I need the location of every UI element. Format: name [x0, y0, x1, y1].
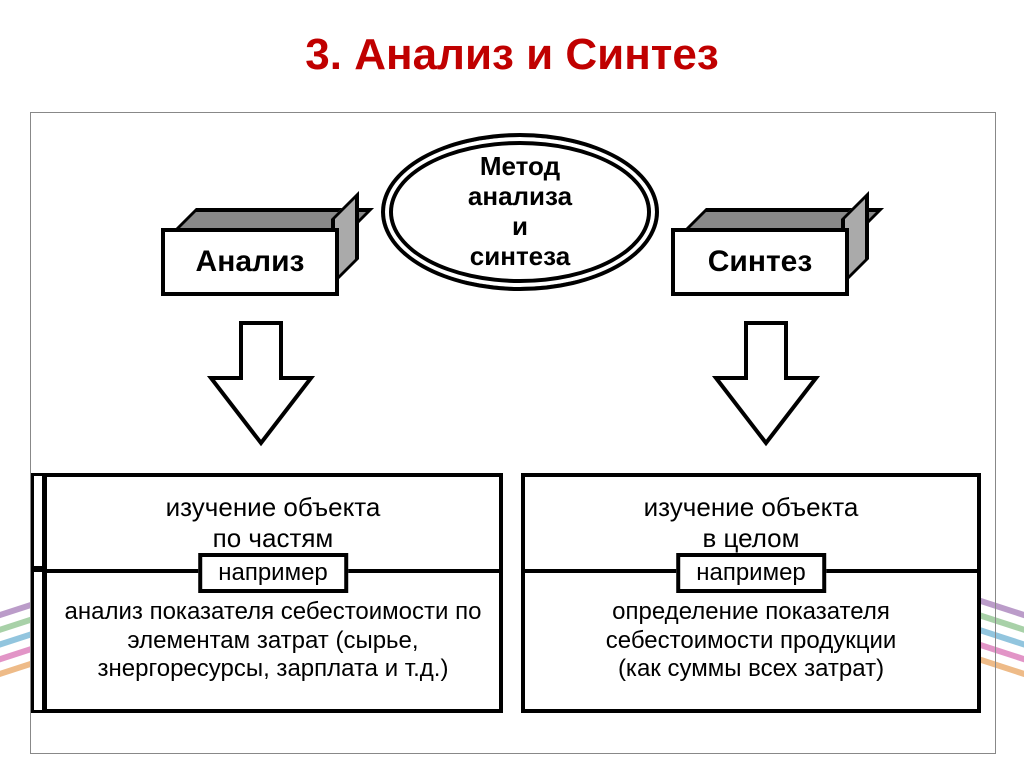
panel-synthesis-upper-text: изучение объектав целом	[644, 492, 859, 554]
lower-row: изучение объектапо частям анализ показат…	[31, 473, 995, 733]
panel-analysis-tag: например	[198, 553, 348, 593]
panel-analysis-lower: анализ показателя себестоимости по элеме…	[47, 573, 499, 709]
box-synthesis-label: Синтез	[708, 245, 813, 279]
page-title: 3. Анализ и Синтез	[0, 30, 1024, 80]
panel-analysis: изучение объектапо частям анализ показат…	[43, 473, 503, 713]
arrow-down-right	[711, 318, 821, 448]
box-analysis-label: Анализ	[196, 245, 305, 279]
panel-analysis-upper-text: изучение объектапо частям	[166, 492, 381, 554]
box-synthesis-front: Синтез	[671, 228, 849, 296]
panel-analysis-lower-text: анализ показателя себестоимости по элеме…	[61, 598, 485, 684]
box-analysis: Анализ	[161, 208, 351, 274]
panel-synthesis-lower-text: определение показателя себестоимости про…	[539, 598, 963, 684]
box-analysis-front: Анализ	[161, 228, 339, 296]
box-synthesis: Синтез	[671, 208, 861, 274]
arrow-down-left	[206, 318, 316, 448]
diagram-frame: Методанализаисинтеза Анализ Синтез изуче…	[30, 112, 996, 754]
panel-synthesis: изучение объектав целом определение пока…	[521, 473, 981, 713]
center-ellipse-label: Методанализаисинтеза	[468, 152, 572, 272]
center-ellipse: Методанализаисинтеза	[381, 133, 659, 291]
panel-synthesis-tag: например	[676, 553, 826, 593]
panel-synthesis-lower: определение показателя себестоимости про…	[525, 573, 977, 709]
